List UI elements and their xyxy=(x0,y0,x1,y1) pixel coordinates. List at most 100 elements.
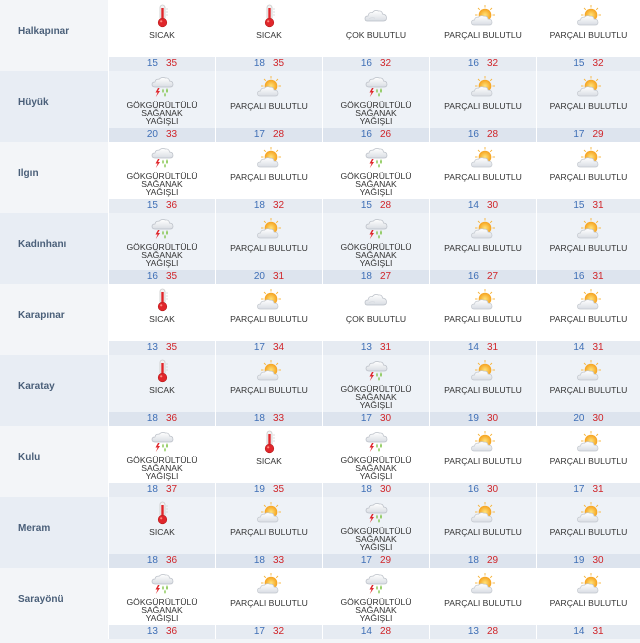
min-temperature: 16 xyxy=(573,271,585,282)
weather-description: PARÇALI BULUTLU xyxy=(549,527,628,537)
forecast-cell: PARÇALI BULUTLU 18 33 xyxy=(215,497,322,568)
forecast-cell: ÇOK BULUTLU 13 31 xyxy=(322,284,429,355)
thermometer-icon xyxy=(149,501,175,525)
forecast-cell: ÇOK BULUTLU 16 32 xyxy=(322,0,429,71)
weather-description: PARÇALI BULUTLU xyxy=(549,385,628,395)
min-temperature: 13 xyxy=(360,342,372,353)
city-name[interactable]: Ilgın xyxy=(18,168,39,179)
temperatures: 14 31 xyxy=(430,342,536,354)
partly-cloudy-icon xyxy=(576,359,602,383)
min-temperature: 17 xyxy=(573,129,585,140)
temperatures: 16 35 xyxy=(109,271,215,283)
city-name[interactable]: Kadınhanı xyxy=(18,239,67,250)
min-temperature: 15 xyxy=(573,200,585,211)
temperatures: 17 29 xyxy=(537,129,640,141)
forecast-cell: SICAK 15 35 xyxy=(108,0,215,71)
city-cell: Sarayönü xyxy=(0,568,108,639)
weather-description: GÖKGÜRÜLTÜLÜ SAĞANAK YAĞIŞLI xyxy=(126,597,198,623)
temperatures: 13 31 xyxy=(323,342,429,354)
max-temperature: 28 xyxy=(380,626,392,637)
partly-cloudy-icon xyxy=(470,4,496,28)
weather-description: GÖKGÜRÜLTÜLÜ SAĞANAK YAĞIŞLI xyxy=(340,384,412,410)
city-name[interactable]: Karapınar xyxy=(18,310,65,321)
temperature-bar xyxy=(323,412,429,426)
max-temperature: 31 xyxy=(592,200,604,211)
max-temperature: 30 xyxy=(380,484,392,495)
table-row: Karapınar SICAK 13 35 PARÇALI BULUTLU 17 34 ÇOK… xyxy=(0,284,640,355)
max-temperature: 30 xyxy=(592,413,604,424)
max-temperature: 33 xyxy=(166,129,178,140)
temperature-bar xyxy=(537,341,640,355)
weather-description: GÖKGÜRÜLTÜLÜ SAĞANAK YAĞIŞLI xyxy=(340,455,412,481)
weather-description: PARÇALI BULUTLU xyxy=(230,598,308,608)
temperatures: 17 29 xyxy=(323,555,429,567)
weather-description: GÖKGÜRÜLTÜLÜ SAĞANAK YAĞIŞLI xyxy=(126,455,198,481)
partly-cloudy-icon xyxy=(256,75,282,99)
temperatures: 19 30 xyxy=(537,555,640,567)
partly-cloudy-icon xyxy=(470,430,496,454)
max-temperature: 28 xyxy=(487,129,499,140)
forecast-cell: GÖKGÜRÜLTÜLÜ SAĞANAK YAĞIŞLI 18 37 xyxy=(108,426,215,497)
temperature-bar xyxy=(430,199,536,213)
forecast-cell: GÖKGÜRÜLTÜLÜ SAĞANAK YAĞIŞLI 20 33 xyxy=(108,71,215,142)
forecast-cell: PARÇALI BULUTLU 16 28 xyxy=(429,71,536,142)
forecast-cell: PARÇALI BULUTLU 13 28 xyxy=(429,568,536,639)
city-name[interactable]: Hüyük xyxy=(18,97,49,108)
weather-description: GÖKGÜRÜLTÜLÜ SAĞANAK YAĞIŞLI xyxy=(340,171,412,197)
temperatures: 20 33 xyxy=(109,129,215,141)
max-temperature: 31 xyxy=(380,342,392,353)
city-cell: Kadınhanı xyxy=(0,213,108,284)
temperatures: 18 36 xyxy=(109,555,215,567)
partly-cloudy-icon xyxy=(256,572,282,596)
temperature-bar xyxy=(323,625,429,639)
weather-description: PARÇALI BULUTLU xyxy=(549,314,628,324)
temperature-bar xyxy=(537,199,640,213)
forecast-cell: GÖKGÜRÜLTÜLÜ SAĞANAK YAĞIŞLI 17 29 xyxy=(322,497,429,568)
temperatures: 18 33 xyxy=(216,555,322,567)
city-name[interactable]: Sarayönü xyxy=(18,594,64,605)
max-temperature: 31 xyxy=(592,484,604,495)
weather-description: PARÇALI BULUTLU xyxy=(444,456,522,466)
max-temperature: 37 xyxy=(166,484,178,495)
min-temperature: 20 xyxy=(253,271,265,282)
temperatures: 18 33 xyxy=(216,413,322,425)
min-temperature: 13 xyxy=(146,626,158,637)
temperature-bar xyxy=(216,554,322,568)
weather-description: PARÇALI BULUTLU xyxy=(230,101,308,111)
max-temperature: 28 xyxy=(380,200,392,211)
city-name[interactable]: Kulu xyxy=(18,452,41,463)
forecast-cell: PARÇALI BULUTLU 16 32 xyxy=(429,0,536,71)
temperature-bar xyxy=(537,554,640,568)
max-temperature: 31 xyxy=(273,271,285,282)
max-temperature: 36 xyxy=(166,413,178,424)
weather-description: SICAK xyxy=(149,385,175,395)
weather-description: SICAK xyxy=(149,527,175,537)
min-temperature: 16 xyxy=(467,271,479,282)
max-temperature: 27 xyxy=(487,271,499,282)
max-temperature: 30 xyxy=(487,413,499,424)
forecast-cell: PARÇALI BULUTLU 18 29 xyxy=(429,497,536,568)
city-name[interactable]: Halkapınar xyxy=(18,26,70,37)
city-name[interactable]: Karatay xyxy=(18,381,55,392)
thermometer-icon xyxy=(256,430,282,454)
max-temperature: 36 xyxy=(166,555,178,566)
temperature-bar xyxy=(430,341,536,355)
temperatures: 15 36 xyxy=(109,200,215,212)
max-temperature: 31 xyxy=(592,271,604,282)
temperature-bar xyxy=(109,412,215,426)
temperatures: 16 27 xyxy=(430,271,536,283)
min-temperature: 18 xyxy=(253,413,265,424)
city-name[interactable]: Meram xyxy=(18,523,51,534)
temperatures: 18 32 xyxy=(216,200,322,212)
max-temperature: 34 xyxy=(273,342,285,353)
min-temperature: 18 xyxy=(360,484,372,495)
min-temperature: 17 xyxy=(360,555,372,566)
partly-cloudy-icon xyxy=(256,359,282,383)
table-row: Kadınhanı GÖKGÜRÜLTÜLÜ SAĞANAK YAĞIŞLI 16 3… xyxy=(0,213,640,284)
temperature-bar xyxy=(537,625,640,639)
temperature-bar xyxy=(430,554,536,568)
weather-description: PARÇALI BULUTLU xyxy=(230,243,308,253)
weather-description: SICAK xyxy=(149,30,175,40)
temperatures: 16 32 xyxy=(323,58,429,70)
